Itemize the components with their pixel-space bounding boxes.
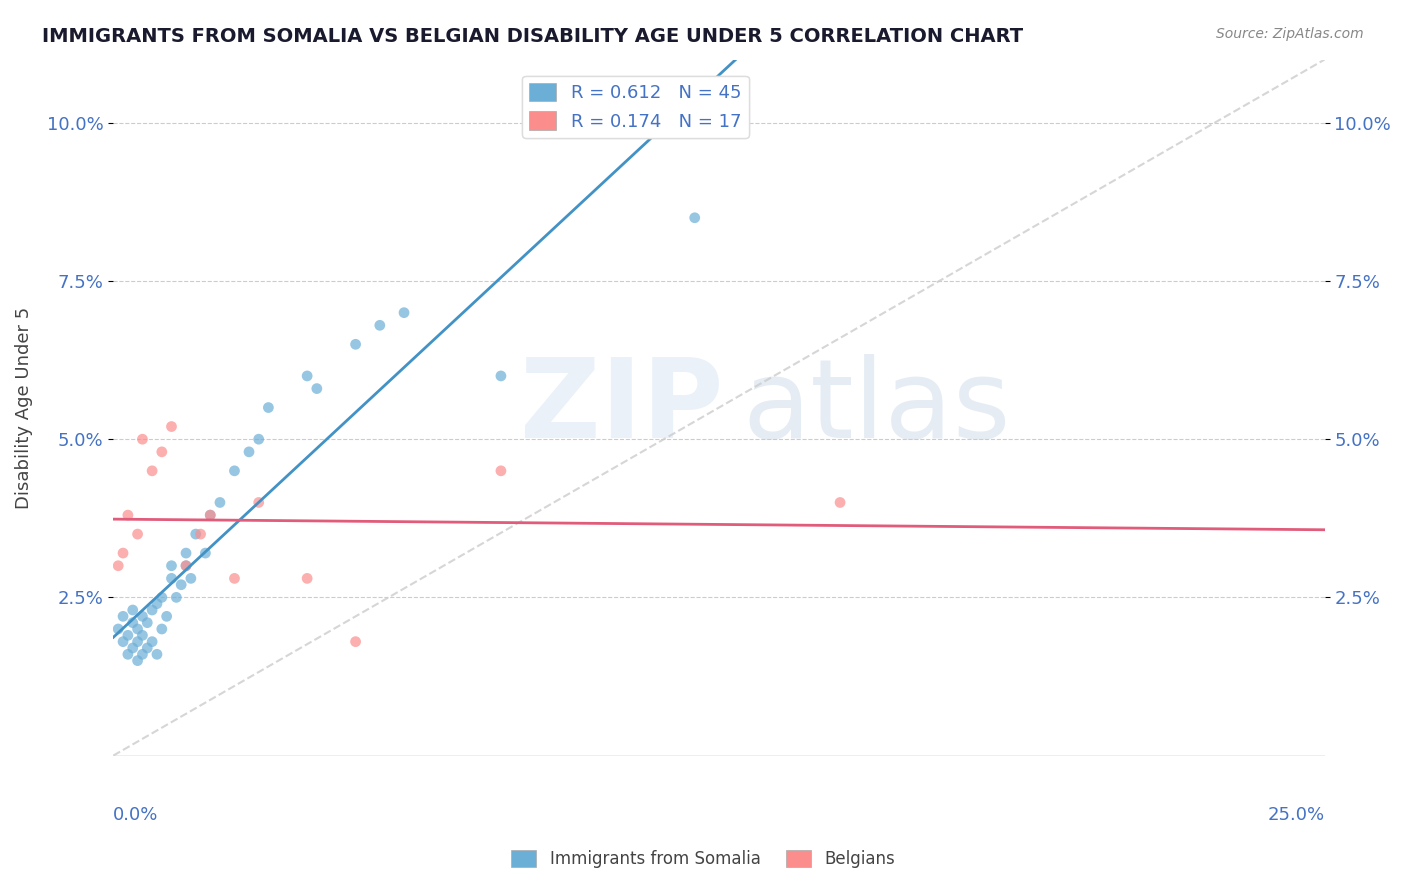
Point <box>295 571 318 585</box>
Point <box>184 527 207 541</box>
Point <box>146 648 169 662</box>
Point <box>131 432 153 446</box>
Point <box>344 337 367 351</box>
Point <box>117 508 139 522</box>
Point <box>170 578 193 592</box>
Point <box>174 546 197 560</box>
Point <box>160 419 183 434</box>
Y-axis label: Disability Age Under 5: Disability Age Under 5 <box>15 307 32 508</box>
Text: atlas: atlas <box>742 354 1011 461</box>
Point <box>131 609 153 624</box>
Point <box>489 464 512 478</box>
Point <box>136 640 159 655</box>
Point <box>127 654 149 668</box>
Text: IMMIGRANTS FROM SOMALIA VS BELGIAN DISABILITY AGE UNDER 5 CORRELATION CHART: IMMIGRANTS FROM SOMALIA VS BELGIAN DISAB… <box>42 27 1024 45</box>
Point <box>121 615 143 630</box>
Point <box>174 558 197 573</box>
Point <box>127 527 149 541</box>
Legend: R = 0.612   N = 45, R = 0.174   N = 17: R = 0.612 N = 45, R = 0.174 N = 17 <box>522 76 748 137</box>
Point <box>160 558 183 573</box>
Point <box>208 495 231 509</box>
Point <box>107 558 129 573</box>
Point <box>117 648 139 662</box>
Point <box>112 546 135 560</box>
Point <box>127 634 149 648</box>
Point <box>165 591 187 605</box>
Point <box>131 648 153 662</box>
Point <box>224 464 246 478</box>
Point <box>127 622 149 636</box>
Text: 25.0%: 25.0% <box>1267 806 1324 824</box>
Legend: Immigrants from Somalia, Belgians: Immigrants from Somalia, Belgians <box>505 843 901 875</box>
Point <box>238 445 260 459</box>
Point <box>150 445 173 459</box>
Point <box>190 527 212 541</box>
Point <box>117 628 139 642</box>
Point <box>224 571 246 585</box>
Text: Source: ZipAtlas.com: Source: ZipAtlas.com <box>1216 27 1364 41</box>
Point <box>247 495 270 509</box>
Point <box>156 609 179 624</box>
Text: 0.0%: 0.0% <box>114 806 159 824</box>
Point <box>295 368 318 383</box>
Point <box>305 382 328 396</box>
Point <box>194 546 217 560</box>
Point <box>141 603 163 617</box>
Point <box>392 306 415 320</box>
Point <box>344 634 367 648</box>
Point <box>683 211 706 225</box>
Point <box>200 508 222 522</box>
Point <box>136 615 159 630</box>
Point <box>141 634 163 648</box>
Point <box>121 603 143 617</box>
Point <box>107 622 129 636</box>
Point <box>368 318 391 333</box>
Point <box>160 571 183 585</box>
Point <box>150 591 173 605</box>
Point <box>112 634 135 648</box>
Point <box>131 628 153 642</box>
Point <box>141 464 163 478</box>
Point <box>489 368 512 383</box>
Point <box>112 609 135 624</box>
Point <box>828 495 851 509</box>
Text: ZIP: ZIP <box>520 354 724 461</box>
Point <box>174 558 197 573</box>
Point <box>200 508 222 522</box>
Point <box>146 597 169 611</box>
Point <box>150 622 173 636</box>
Point <box>180 571 202 585</box>
Point <box>121 640 143 655</box>
Point <box>247 432 270 446</box>
Point <box>257 401 280 415</box>
